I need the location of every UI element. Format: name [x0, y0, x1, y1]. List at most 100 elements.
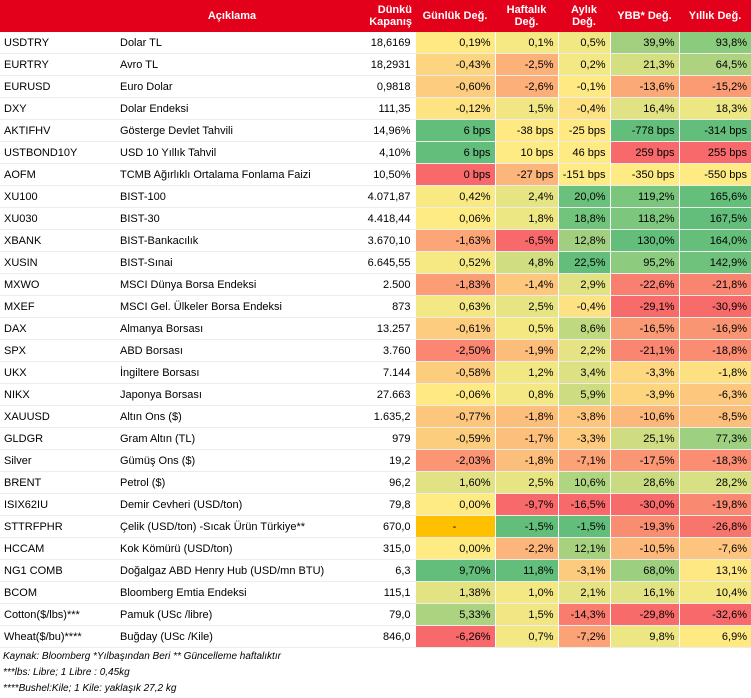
row-daily-change: 0 bps	[414, 163, 495, 186]
table-row: XU100 BIST-100 4.071,87 0,42% 2,4% 20,0% 119,2…	[0, 185, 751, 208]
row-close: 79,0	[347, 603, 415, 626]
row-weekly-change: 1,5%	[494, 603, 558, 626]
row-weekly-change: -2,5%	[494, 53, 558, 76]
row-ytd-change: -30,0%	[609, 493, 679, 516]
row-yearly-change: 6,9%	[678, 625, 751, 648]
row-yearly-change: 13,1%	[678, 559, 751, 582]
row-monthly-change: 8,6%	[557, 317, 610, 340]
row-close: 18,2931	[347, 53, 415, 76]
row-yearly-change: -6,3%	[678, 383, 751, 406]
row-monthly-change: 0,5%	[557, 32, 610, 54]
row-close: 7.144	[347, 361, 415, 384]
table-row: NIKX Japonya Borsası 27.663 -0,06% 0,8% 5,9% -…	[0, 383, 751, 406]
header-ytd: YBB* Değ.	[610, 0, 679, 32]
row-ytd-change: -29,8%	[609, 603, 679, 626]
row-monthly-change: -7,2%	[557, 625, 610, 648]
row-close: 14,96%	[347, 119, 415, 142]
row-weekly-change: 0,7%	[494, 625, 558, 648]
row-weekly-change: -9,7%	[494, 493, 558, 516]
table-row: ISIX62IU Demir Cevheri (USD/ton) 79,8 0,00%…	[0, 493, 751, 516]
row-close: 18,6169	[347, 32, 415, 54]
table-row: EURTRY Avro TL 18,2931 -0,43% -2,5% 0,2% 21,3%…	[0, 53, 751, 76]
row-description: Doğalgaz ABD Henry Hub (USD/mn BTU)	[117, 559, 347, 582]
row-code: AOFM	[0, 163, 117, 186]
row-close: 979	[347, 427, 415, 450]
row-close: 6.645,55	[347, 251, 415, 274]
row-code: SPX	[0, 339, 117, 362]
row-ytd-change: 16,4%	[609, 97, 679, 120]
table-row: NG1 COMB Doğalgaz ABD Henry Hub (USD/mn B…	[0, 559, 751, 582]
row-yearly-change: 18,3%	[678, 97, 751, 120]
row-description: Dolar Endeksi	[117, 97, 347, 120]
row-daily-change: 1,38%	[414, 581, 495, 604]
row-daily-change: 0,19%	[414, 32, 495, 54]
row-close: 96,2	[347, 471, 415, 494]
table-row: XU030 BIST-30 4.418,44 0,06% 1,8% 18,8% 118,2%…	[0, 207, 751, 230]
row-code: NG1 COMB	[0, 559, 117, 582]
row-description: Euro Dolar	[117, 75, 347, 98]
row-monthly-change: 5,9%	[557, 383, 610, 406]
row-code: XUSIN	[0, 251, 117, 274]
row-code: Cotton($/lbs)***	[0, 603, 117, 626]
row-yearly-change: 255 bps	[678, 141, 751, 164]
row-close: 79,8	[347, 493, 415, 516]
row-close: 111,35	[347, 97, 415, 120]
row-weekly-change: -1,7%	[494, 427, 558, 450]
table-row: MXEF MSCI Gel. Ülkeler Borsa Endeksi 873 0,…	[0, 295, 751, 318]
row-weekly-change: 1,2%	[494, 361, 558, 384]
row-weekly-change: 0,8%	[494, 383, 558, 406]
row-weekly-change: 2,5%	[494, 295, 558, 318]
row-description: Avro TL	[117, 53, 347, 76]
row-code: BRENT	[0, 471, 117, 494]
row-close: 6,3	[347, 559, 415, 582]
row-code: DXY	[0, 97, 117, 120]
row-weekly-change: 4,8%	[494, 251, 558, 274]
row-close: 315,0	[347, 537, 415, 560]
row-description: Gösterge Devlet Tahvili	[117, 119, 347, 142]
row-code: MXWO	[0, 273, 117, 296]
row-daily-change: 9,70%	[414, 559, 495, 582]
row-weekly-change: -2,2%	[494, 537, 558, 560]
table-row: AOFM TCMB Ağırlıklı Ortalama Fonlama Faiz…	[0, 163, 751, 186]
row-ytd-change: -778 bps	[609, 119, 679, 142]
row-weekly-change: 1,0%	[494, 581, 558, 604]
row-description: Kok Kömürü (USD/ton)	[117, 537, 347, 560]
row-monthly-change: 2,1%	[557, 581, 610, 604]
row-ytd-change: 9,8%	[609, 625, 679, 648]
row-ytd-change: -10,5%	[609, 537, 679, 560]
row-daily-change: -	[414, 515, 495, 538]
row-close: 1.635,2	[347, 405, 415, 428]
row-close: 10,50%	[347, 163, 415, 186]
table-row: BCOM Bloomberg Emtia Endeksi 115,1 1,38% 1,0…	[0, 581, 751, 604]
row-monthly-change: 3,4%	[557, 361, 610, 384]
row-ytd-change: 25,1%	[609, 427, 679, 450]
row-daily-change: 0,52%	[414, 251, 495, 274]
row-daily-change: -1,63%	[414, 229, 495, 252]
row-weekly-change: -1,9%	[494, 339, 558, 362]
row-ytd-change: 21,3%	[609, 53, 679, 76]
row-weekly-change: 2,4%	[494, 185, 558, 208]
row-ytd-change: -13,6%	[609, 75, 679, 98]
row-daily-change: 0,63%	[414, 295, 495, 318]
header-close: Dünkü Kapanış	[347, 0, 415, 32]
row-daily-change: -0,77%	[414, 405, 495, 428]
table-body: USDTRY Dolar TL 18,6169 0,19% 0,1% 0,5% 39,9% 9…	[0, 32, 751, 648]
row-code: Silver	[0, 449, 117, 472]
row-close: 3.670,10	[347, 229, 415, 252]
row-daily-change: -2,50%	[414, 339, 495, 362]
row-code: XU030	[0, 207, 117, 230]
row-daily-change: -0,06%	[414, 383, 495, 406]
row-ytd-change: 95,2%	[609, 251, 679, 274]
row-daily-change: -0,58%	[414, 361, 495, 384]
row-ytd-change: -16,5%	[609, 317, 679, 340]
header-yearly: Yıllık Değ.	[679, 0, 751, 32]
row-daily-change: -2,03%	[414, 449, 495, 472]
row-code: EURUSD	[0, 75, 117, 98]
row-code: USTBOND10Y	[0, 141, 117, 164]
row-code: XAUUSD	[0, 405, 117, 428]
table-row: Wheat($/bu)**** Buğday (USc /Kile) 846,0 -6…	[0, 625, 751, 648]
header-monthly-label: Aylık Değ.	[571, 4, 597, 28]
row-weekly-change: -27 bps	[494, 163, 558, 186]
row-description: ABD Borsası	[117, 339, 347, 362]
row-monthly-change: -1,5%	[557, 515, 610, 538]
